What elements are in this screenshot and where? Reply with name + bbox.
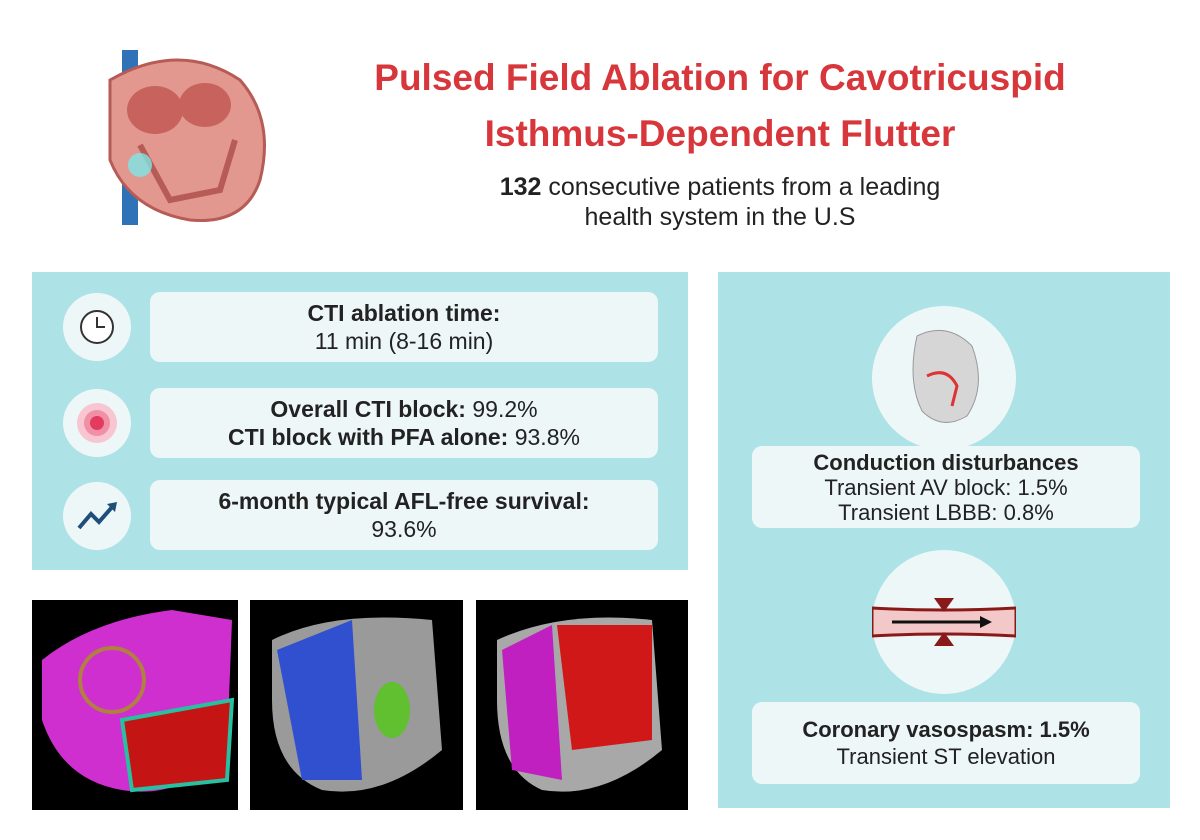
safety-title: Coronary vasospasm: 1.5%: [802, 717, 1090, 742]
conduction-icon: [872, 306, 1016, 450]
outcome-card: CTI ablation time: 11 min (8-16 min): [150, 292, 658, 362]
safety-title: Conduction disturbances: [813, 449, 1079, 475]
outcome-value: 99.2%: [472, 396, 538, 422]
heart-illustration: [108, 50, 266, 225]
clock-icon: [63, 293, 131, 361]
vasospasm-icon: [870, 550, 1018, 694]
safety-line: Transient LBBB: 0.8%: [838, 499, 1054, 525]
safety-line: Transient AV block: 1.5%: [824, 474, 1068, 500]
safety-card: Conduction disturbances Transient AV blo…: [752, 446, 1140, 528]
target-icon: [63, 389, 131, 457]
outcome-label: 6-month typical AFL-free survival:: [218, 488, 590, 514]
safety-line: Transient ST elevation: [836, 744, 1056, 769]
mapping-images: [32, 600, 688, 810]
outcome-label: CTI block with PFA alone:: [228, 424, 509, 450]
outcome-value: 93.6%: [371, 516, 437, 542]
patient-count: 132: [499, 173, 542, 201]
subtitle: 132 consecutive patients from a leading …: [470, 172, 970, 232]
outcome-label: Overall CTI block:: [270, 396, 466, 422]
safety-card: Coronary vasospasm: 1.5% Transient ST el…: [752, 702, 1140, 784]
outcome-card: Overall CTI block: 99.2% CTI block with …: [150, 388, 658, 458]
outcome-card: 6-month typical AFL-free survival: 93.6%: [150, 480, 658, 550]
outcome-value: 11 min (8-16 min): [314, 328, 494, 354]
trend-icon: [63, 482, 131, 550]
subtitle-text: consecutive patients from a leading heal…: [548, 173, 941, 231]
outcome-label: CTI ablation time:: [307, 300, 501, 326]
outcome-value: 93.8%: [514, 424, 580, 450]
title: Pulsed Field Ablation for Cavotricuspid …: [374, 57, 1066, 154]
